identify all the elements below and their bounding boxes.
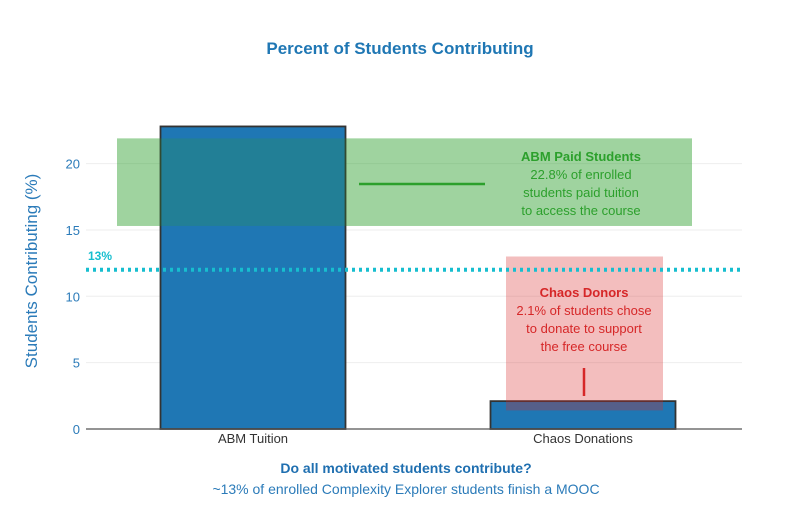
y-tick-label: 20	[66, 157, 80, 172]
annotations: ABM Paid Students 22.8% of enrolled studen…	[516, 149, 651, 354]
y-tick-labels: 0 5 10 15 20	[66, 157, 80, 437]
abm-annotation-line: to access the course	[521, 203, 640, 218]
x-axis-label-line1: Do all motivated students contribute?	[280, 460, 531, 476]
abm-annotation-line: 22.8% of enrolled	[530, 167, 631, 182]
x-axis-label-line2: ~13% of enrolled Complexity Explorer stu…	[212, 481, 599, 497]
y-tick-label: 15	[66, 223, 80, 238]
reference-line-group: 13%	[86, 249, 742, 272]
x-tick-label: Chaos Donations	[533, 431, 633, 446]
y-tick-label: 0	[73, 422, 80, 437]
abm-paid-band-overlay	[117, 138, 692, 226]
chaos-annotation-line: the free course	[541, 339, 628, 354]
chart-title: Percent of Students Contributing	[266, 39, 533, 58]
reference-line-label: 13%	[88, 249, 112, 263]
y-tick-label: 10	[66, 289, 80, 304]
x-tick-label: ABM Tuition	[218, 431, 288, 446]
y-axis-label: Students Contributing (%)	[22, 174, 41, 369]
chaos-annotation-line: to donate to support	[526, 321, 642, 336]
bar-1	[489, 400, 677, 430]
y-tick-label: 5	[73, 356, 80, 371]
abm-annotation-line: students paid tuition	[523, 185, 639, 200]
abm-annotation-title: ABM Paid Students	[521, 149, 641, 164]
chaos-annotation-line: 2.1% of students chose	[516, 303, 651, 318]
x-tick-labels: ABM Tuition Chaos Donations	[218, 431, 633, 446]
bar-overlays	[117, 138, 692, 411]
chaos-annotation-title: Chaos Donors	[540, 285, 629, 300]
